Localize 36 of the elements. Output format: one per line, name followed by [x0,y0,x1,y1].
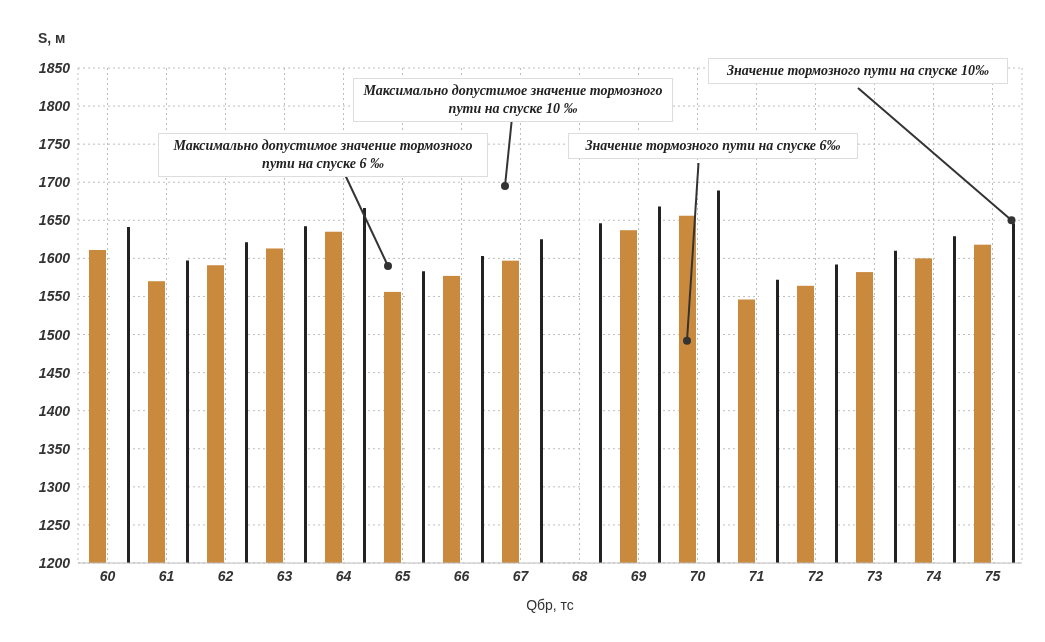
y-tick-label: 1550 [38,288,71,305]
y-tick-label: 1300 [38,478,71,495]
x-tick-label: 73 [866,567,883,584]
x-tick-label: 72 [807,567,824,584]
x-tick-label: 65 [394,567,411,584]
x-tick-label: 67 [512,567,530,584]
x-tick-label: 64 [335,567,352,584]
x-tick-label: 74 [925,567,942,584]
y-tick-label: 1350 [38,440,71,457]
x-tick-label: 66 [453,567,470,584]
y-tick-label: 1800 [38,98,71,115]
annotation: Максимально допустимое значение тормозного пути на спуске 6 ‰ [158,133,488,177]
y-tick-label: 1600 [38,250,71,267]
x-tick-label: 60 [99,567,116,584]
x-tick-label: 71 [748,567,765,584]
annotation: Максимально допустимое значение тормозного пути на спуске 10 ‰ [353,78,673,122]
y-axis-title: S, м [38,30,66,46]
x-tick-label: 63 [276,567,293,584]
y-tick-label: 1650 [38,212,71,229]
y-tick-label: 1500 [38,326,71,343]
y-tick-label: 1700 [38,174,71,191]
y-tick-label: 1400 [38,402,71,419]
x-tick-label: 61 [158,567,175,584]
x-axis-title: Qбр, тс [526,597,574,613]
x-tick-label: 62 [217,567,234,584]
y-tick-label: 1450 [38,364,71,381]
text: Значение тормозного пути на спуске 6‰ [568,133,858,159]
x-tick-label: 68 [571,567,588,584]
y-tick-label: 1750 [38,136,71,153]
y-tick-label: 1200 [38,554,71,571]
y-tick-label: 1250 [38,516,71,533]
x-tick-label: 70 [689,567,706,584]
text: Значение тормозного пути на спуске 10‰ [708,58,1008,84]
x-tick-label: 69 [630,567,647,584]
y-tick-label: 1850 [38,59,71,76]
x-tick-label: 75 [984,567,1001,584]
